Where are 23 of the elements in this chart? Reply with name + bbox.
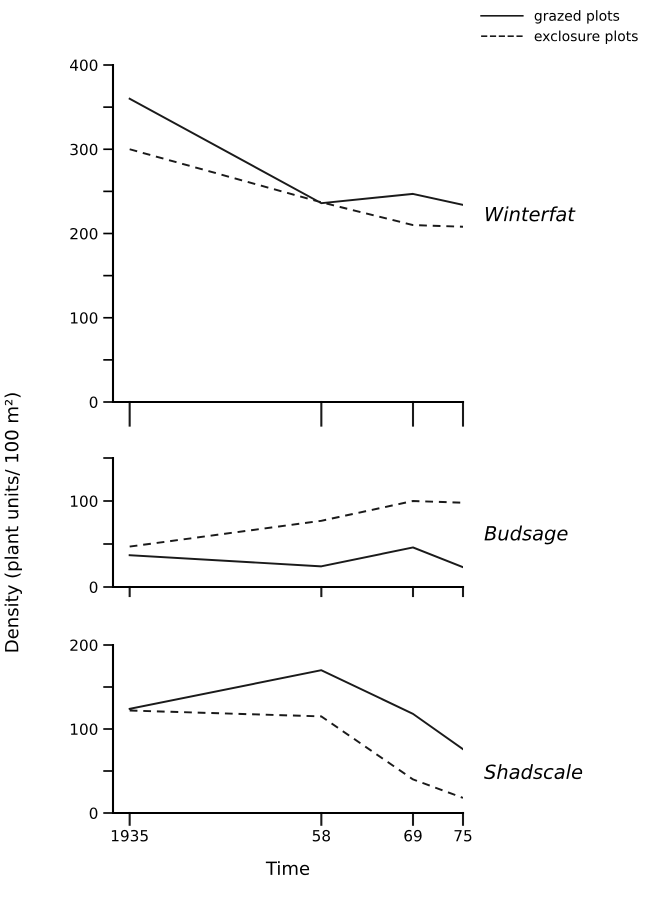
x-tick-label: 1935 [112,830,148,842]
text: Shadscale [484,764,582,780]
y-axis-title: Density (plant units/ 100 m²) [4,393,22,652]
y-tick-label: 100 [70,723,98,736]
line-series [128,546,463,568]
x-axis-title: Time [266,861,310,876]
y-tick-label: 400 [70,59,98,72]
y-tick-label: 0 [90,807,98,820]
text: Budsage [484,526,568,544]
y-tick-label: 0 [90,396,98,408]
legend-label: grazed plots [534,10,620,24]
y-tick-label: 300 [70,144,98,156]
x-tick-label: 69 [404,830,422,842]
text: Winterfat [486,206,576,222]
x-tick-label: 75 [454,830,472,842]
y-tick-label: 100 [70,495,98,508]
x-tick-label: 58 [312,830,330,842]
legend-label: exclosure plots [534,30,638,44]
y-tick-label: 200 [70,639,98,652]
y-tick-label: 200 [70,228,98,240]
y-tick-label: 100 [70,312,98,324]
line-series [128,500,463,548]
y-tick-label: 0 [90,581,98,594]
